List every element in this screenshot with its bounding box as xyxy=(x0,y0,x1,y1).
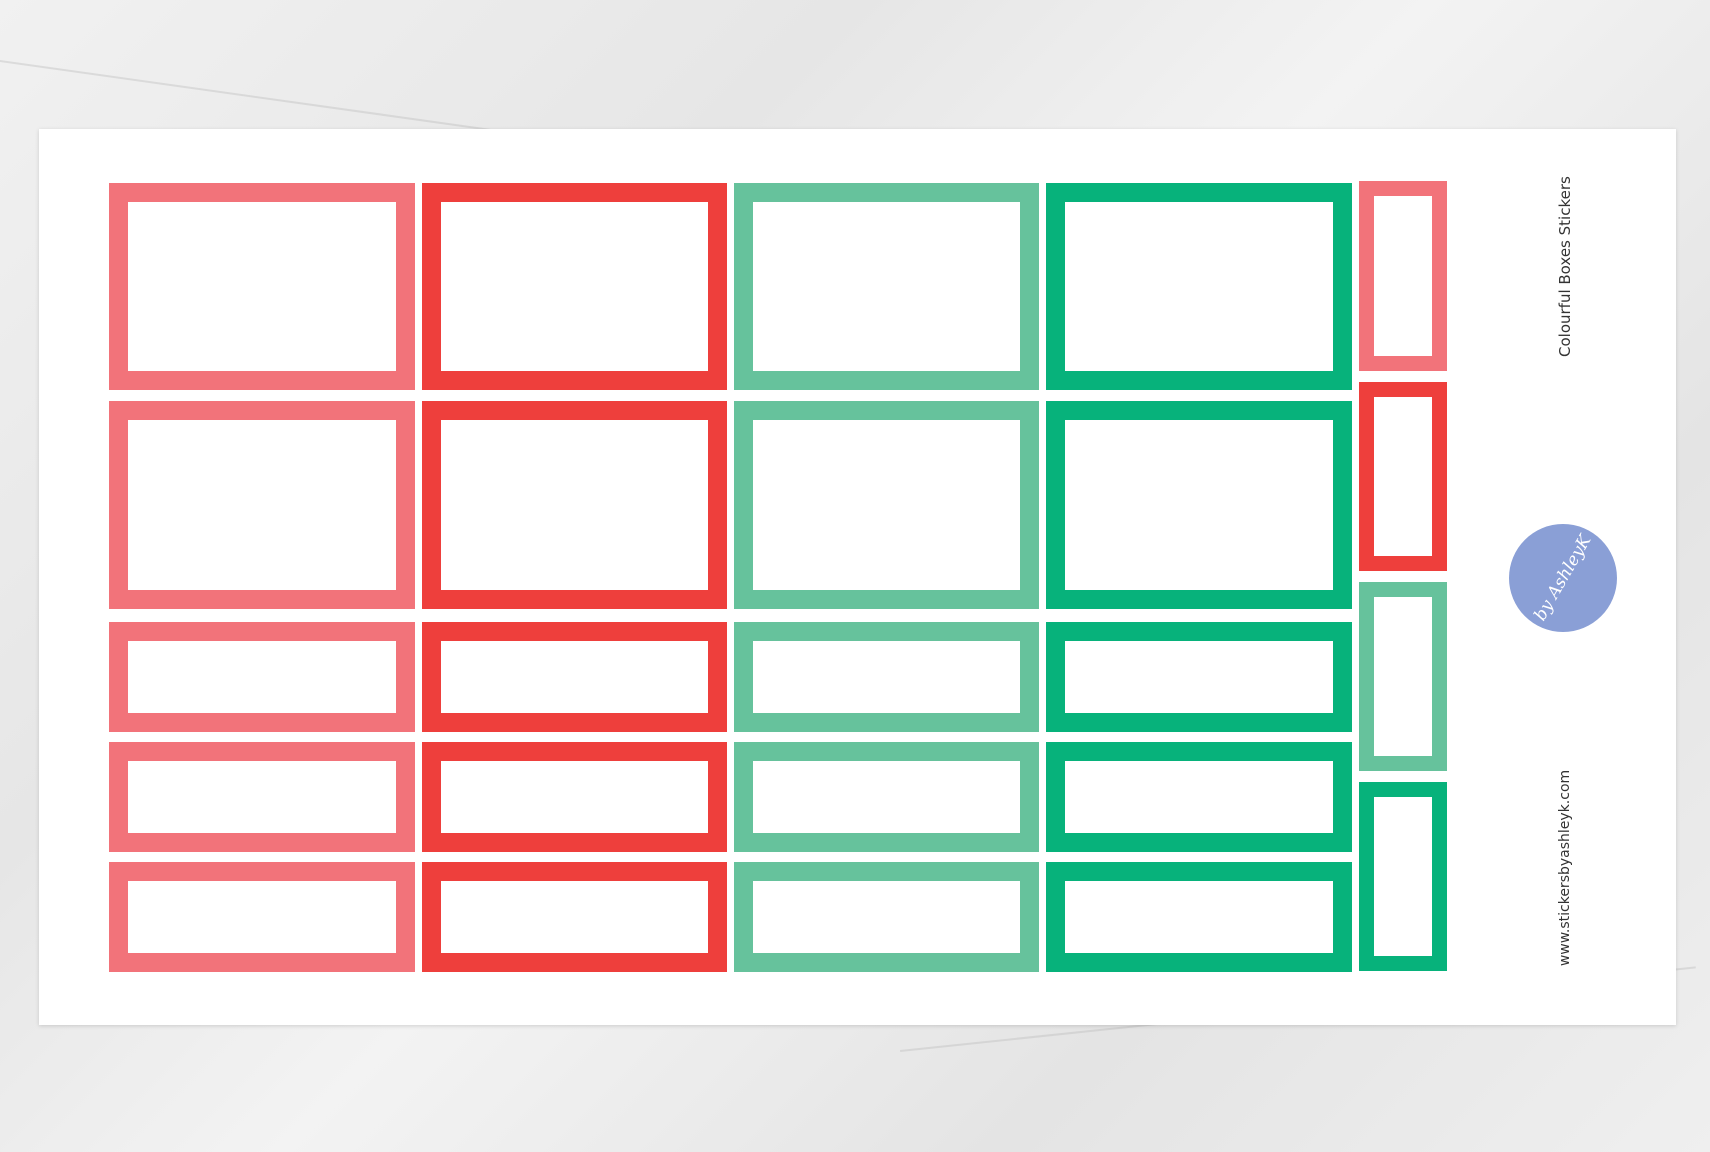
box-sticker-pink-small xyxy=(109,622,415,732)
box-sticker-green-small xyxy=(1046,622,1352,732)
ashleyk-logo: by AshleyK xyxy=(1509,524,1617,632)
box-sticker-green-small xyxy=(1046,742,1352,852)
side-box-sticker-red xyxy=(1359,382,1447,571)
box-sticker-pink-small xyxy=(109,862,415,972)
box-sticker-pink-small xyxy=(109,742,415,852)
box-sticker-red-small xyxy=(422,862,727,972)
side-box-sticker-green xyxy=(1359,782,1447,971)
box-sticker-green-small xyxy=(1046,862,1352,972)
box-sticker-mint-small xyxy=(734,862,1039,972)
box-sticker-red-large xyxy=(422,183,727,390)
box-sticker-pink-large xyxy=(109,183,415,390)
box-sticker-green-large xyxy=(1046,401,1352,609)
side-box-sticker-mint xyxy=(1359,582,1447,771)
box-sticker-mint-large xyxy=(734,183,1039,390)
box-sticker-red-small xyxy=(422,742,727,852)
box-sticker-red-large xyxy=(422,401,727,609)
box-sticker-mint-small xyxy=(734,742,1039,852)
product-title: Colourful Boxes Stickers xyxy=(1556,176,1574,357)
box-sticker-pink-large xyxy=(109,401,415,609)
box-sticker-green-large xyxy=(1046,183,1352,390)
box-sticker-mint-large xyxy=(734,401,1039,609)
box-sticker-mint-small xyxy=(734,622,1039,732)
box-sticker-red-small xyxy=(422,622,727,732)
website-url: www.stickersbyashleyk.com xyxy=(1557,769,1573,967)
side-box-sticker-pink xyxy=(1359,181,1447,371)
